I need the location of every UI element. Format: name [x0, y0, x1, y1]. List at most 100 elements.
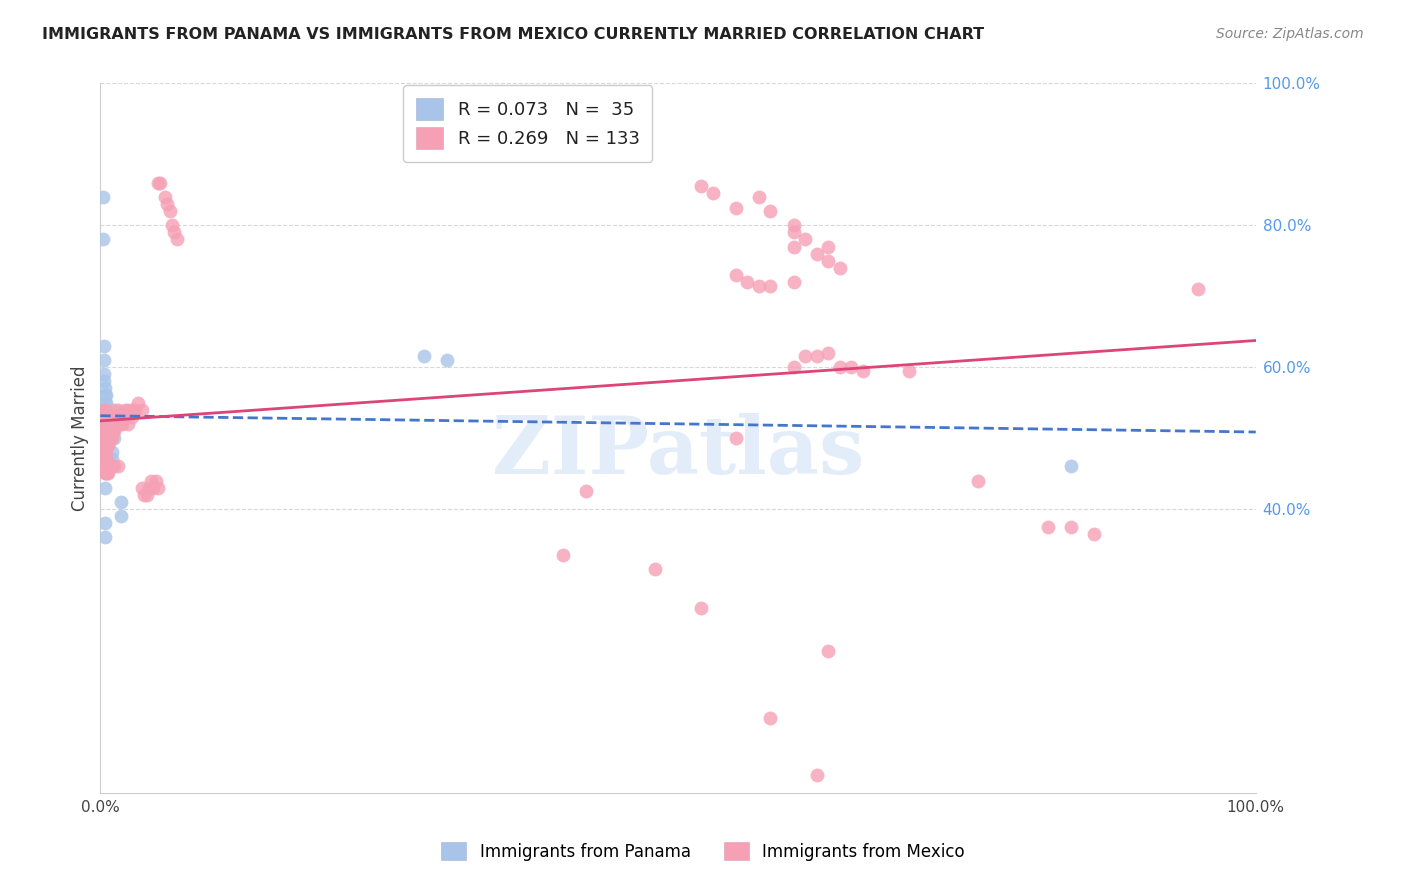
Point	[575, 484, 598, 499]
Point	[93, 438, 115, 452]
Point	[114, 409, 136, 424]
Point	[96, 424, 118, 438]
Point	[94, 438, 117, 452]
Point	[1060, 519, 1083, 533]
Point	[160, 219, 183, 233]
Point	[94, 417, 117, 431]
Point	[98, 417, 121, 431]
Point	[748, 278, 770, 293]
Point	[163, 226, 186, 240]
Point	[127, 395, 149, 409]
Point	[101, 459, 124, 474]
Point	[94, 424, 117, 438]
Point	[841, 360, 863, 375]
Point	[806, 246, 828, 260]
Point	[117, 402, 139, 417]
Point	[141, 474, 163, 488]
Point	[644, 562, 666, 576]
Point	[94, 467, 117, 481]
Point	[93, 339, 115, 353]
Point	[121, 409, 143, 424]
Point	[94, 445, 117, 459]
Point	[108, 409, 131, 424]
Point	[94, 417, 117, 431]
Point	[107, 409, 129, 424]
Point	[94, 395, 117, 409]
Point	[117, 417, 139, 431]
Point	[131, 402, 153, 417]
Point	[91, 232, 114, 246]
Point	[97, 431, 120, 445]
Point	[114, 402, 136, 417]
Point	[135, 488, 157, 502]
Point	[94, 395, 117, 409]
Point	[412, 350, 434, 364]
Point	[898, 364, 921, 378]
Point	[1060, 459, 1083, 474]
Point	[1083, 526, 1105, 541]
Point	[806, 768, 828, 782]
Point	[97, 417, 120, 431]
Point	[107, 459, 129, 474]
Legend: R = 0.073   N =  35, R = 0.269   N = 133: R = 0.073 N = 35, R = 0.269 N = 133	[404, 86, 652, 162]
Point	[828, 260, 851, 275]
Point	[101, 452, 124, 467]
Point	[93, 431, 115, 445]
Point	[93, 402, 115, 417]
Point	[138, 481, 160, 495]
Point	[98, 431, 121, 445]
Point	[782, 360, 804, 375]
Point	[94, 424, 117, 438]
Point	[110, 509, 132, 524]
Point	[94, 424, 117, 438]
Point	[91, 190, 114, 204]
Point	[94, 417, 117, 431]
Point	[93, 368, 115, 382]
Point	[93, 445, 115, 459]
Point	[131, 481, 153, 495]
Point	[94, 388, 117, 402]
Point	[94, 431, 117, 445]
Point	[97, 424, 120, 438]
Point	[93, 417, 115, 431]
Point	[94, 402, 117, 417]
Point	[159, 204, 181, 219]
Point	[96, 467, 118, 481]
Point	[724, 268, 747, 282]
Point	[97, 459, 120, 474]
Point	[806, 350, 828, 364]
Point	[94, 516, 117, 530]
Point	[748, 190, 770, 204]
Point	[94, 530, 117, 544]
Point	[794, 232, 817, 246]
Point	[103, 417, 125, 431]
Point	[100, 459, 122, 474]
Point	[156, 197, 179, 211]
Point	[94, 409, 117, 424]
Point	[967, 474, 990, 488]
Text: Source: ZipAtlas.com: Source: ZipAtlas.com	[1216, 27, 1364, 41]
Point	[94, 409, 117, 424]
Point	[94, 452, 117, 467]
Point	[96, 438, 118, 452]
Point	[121, 402, 143, 417]
Point	[94, 459, 117, 474]
Point	[94, 481, 117, 495]
Point	[100, 424, 122, 438]
Point	[782, 239, 804, 253]
Point	[111, 417, 134, 431]
Point	[1187, 282, 1209, 296]
Point	[98, 424, 121, 438]
Point	[110, 495, 132, 509]
Point	[1036, 519, 1059, 533]
Text: ZIPatlas: ZIPatlas	[492, 413, 865, 491]
Point	[101, 409, 124, 424]
Point	[759, 278, 782, 293]
Point	[107, 417, 129, 431]
Point	[94, 438, 117, 452]
Point	[94, 452, 117, 467]
Point	[104, 417, 127, 431]
Point	[93, 374, 115, 388]
Point	[146, 481, 169, 495]
Point	[93, 353, 115, 368]
